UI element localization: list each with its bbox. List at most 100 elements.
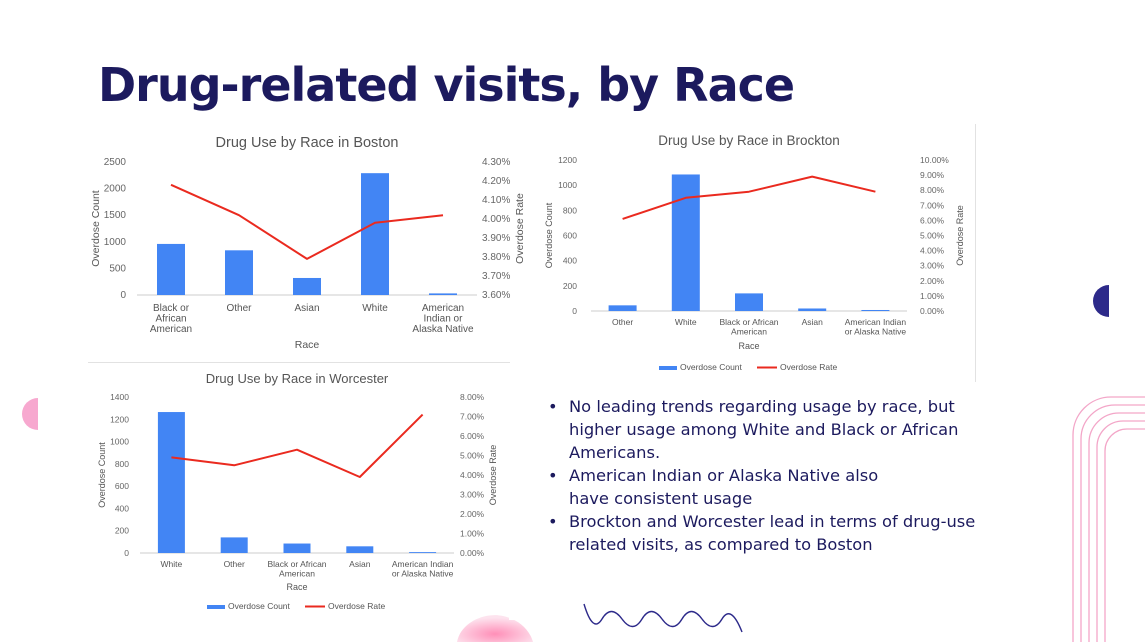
y2-axis-label: Overdose Rate <box>488 445 498 506</box>
bullet-item: American Indian or Alaska Native also ha… <box>548 464 988 510</box>
rate-line <box>622 175 876 220</box>
bar <box>157 243 185 295</box>
slide-title: Drug-related visits, by Race <box>98 58 795 112</box>
y2-tick-label: 8.00% <box>920 185 945 195</box>
legend-swatch-bar <box>207 605 225 609</box>
bar <box>861 309 890 311</box>
y-tick-label: 200 <box>115 526 129 536</box>
bar <box>409 552 437 553</box>
y2-tick-label: 4.00% <box>460 470 485 480</box>
bar <box>225 250 253 295</box>
y2-tick-label: 8.00% <box>460 392 485 402</box>
y-tick-label: 400 <box>115 503 129 513</box>
y2-axis-label: Overdose Rate <box>955 205 965 266</box>
y-tick-label: 1000 <box>104 237 127 248</box>
x-axis-label: Race <box>295 339 320 351</box>
y2-tick-label: 0.00% <box>460 548 485 558</box>
y2-tick-label: 2.00% <box>920 276 945 286</box>
x-tick-label: Asian <box>294 303 319 314</box>
rate-line <box>171 413 424 478</box>
y-tick-label: 200 <box>563 281 577 291</box>
bar <box>671 174 700 311</box>
y-axis-label: Overdose Count <box>90 190 102 267</box>
y-tick-label: 1400 <box>110 392 129 402</box>
rate-line <box>170 183 444 260</box>
y-tick-label: 1000 <box>110 437 129 447</box>
x-tick-label: Black or African American <box>719 317 778 337</box>
y2-tick-label: 7.00% <box>460 412 485 422</box>
chart-worcester: Drug Use by Race in Worcester 0 200 400 600 8… <box>97 371 498 611</box>
y-tick-label: 500 <box>109 263 126 274</box>
bullet-list: No leading trends regarding usage by rac… <box>548 395 988 556</box>
y2-tick-label: 4.10% <box>482 195 510 206</box>
purple-semicircle-shape <box>1093 285 1109 317</box>
y2-tick-label: 5.00% <box>460 451 485 461</box>
y2-axis-label: Overdose Rate <box>514 193 526 264</box>
y2-tick-label: 5.00% <box>920 231 945 241</box>
x-tick-label: Black or African American <box>267 559 326 579</box>
y-tick-label: 600 <box>563 231 577 241</box>
pink-arc-lines-shape <box>1072 396 1145 642</box>
x-tick-label: American Indian or Alaska Native <box>412 303 474 335</box>
chart-title: Drug Use by Race in Brockton <box>658 133 840 148</box>
chart-boston: Drug Use by Race in Boston 0 500 1000 1500 20… <box>90 135 526 351</box>
bar <box>220 537 248 553</box>
y-tick-label: 2500 <box>104 157 127 168</box>
y2-tick-label: 10.00% <box>920 155 949 165</box>
bar <box>429 293 457 295</box>
y-tick-label: 1200 <box>110 414 129 424</box>
y-axis-label: Overdose Count <box>97 442 107 508</box>
y-tick-label: 400 <box>563 256 577 266</box>
y2-tick-label: 3.60% <box>482 290 510 301</box>
y-tick-label: 800 <box>563 205 577 215</box>
chart-title: Drug Use by Race in Boston <box>216 135 399 151</box>
y2-tick-label: 9.00% <box>920 170 945 180</box>
y-tick-label: 800 <box>115 459 129 469</box>
x-tick-label: Black or African American <box>150 303 192 335</box>
pink-semicircle-shape <box>22 398 38 430</box>
x-tick-label: American Indian or Alaska Native <box>392 559 454 579</box>
y2-tick-label: 3.70% <box>482 271 510 282</box>
x-tick-label: American Indian or Alaska Native <box>845 317 907 337</box>
bullet-item: No leading trends regarding usage by rac… <box>548 395 988 464</box>
y-tick-label: 600 <box>115 481 129 491</box>
y2-tick-label: 4.30% <box>482 157 510 168</box>
y2-tick-label: 1.00% <box>920 291 945 301</box>
legend-label: Overdose Count <box>680 362 743 372</box>
y-tick-label: 0 <box>124 548 129 558</box>
x-axis-label: Race <box>286 582 307 592</box>
y-tick-label: 1500 <box>104 210 127 221</box>
chart-brockton: Drug Use by Race in Brockton 0 200 400 600 80… <box>544 133 965 372</box>
x-tick-label: Other <box>224 559 245 569</box>
panel-divider-vertical <box>975 124 976 382</box>
bar <box>283 543 311 553</box>
y2-tick-label: 4.00% <box>920 246 945 256</box>
x-tick-label: White <box>362 303 388 314</box>
bar <box>798 308 827 311</box>
y2-tick-label: 0.00% <box>920 306 945 316</box>
bar <box>361 173 389 295</box>
legend-label: Overdose Rate <box>328 601 385 611</box>
x-tick-label: Other <box>226 303 252 314</box>
pink-blob-shape <box>457 606 535 642</box>
y-tick-label: 0 <box>120 290 126 301</box>
x-tick-label: Asian <box>349 559 371 569</box>
y2-tick-label: 1.00% <box>460 529 485 539</box>
y2-tick-label: 3.80% <box>482 252 510 263</box>
legend-label: Overdose Rate <box>780 362 837 372</box>
y2-tick-label: 3.00% <box>920 261 945 271</box>
legend-swatch-bar <box>659 366 677 370</box>
x-axis-label: Race <box>738 341 759 351</box>
y2-tick-label: 3.00% <box>460 490 485 500</box>
y-tick-label: 0 <box>572 306 577 316</box>
y2-tick-label: 7.00% <box>920 200 945 210</box>
panel-divider-horizontal <box>88 362 510 363</box>
y2-tick-label: 6.00% <box>920 215 945 225</box>
bullet-item: Brockton and Worcester lead in terms of … <box>548 510 988 556</box>
y-tick-label: 2000 <box>104 184 127 195</box>
x-tick-label: Asian <box>802 317 824 327</box>
y2-tick-label: 2.00% <box>460 509 485 519</box>
legend-label: Overdose Count <box>228 601 291 611</box>
chart-title: Drug Use by Race in Worcester <box>206 371 389 386</box>
y-tick-label: 1000 <box>558 180 577 190</box>
